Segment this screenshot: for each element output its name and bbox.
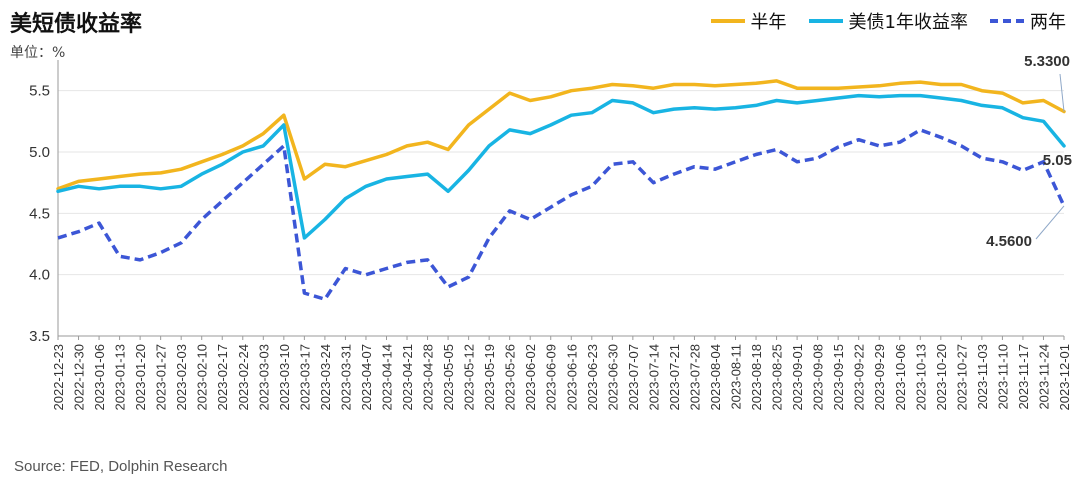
end-label-half_year: 5.3300 [1024, 53, 1070, 70]
series-lines [56, 79, 1066, 301]
x-tick-label: 2023-07-07 [626, 344, 641, 411]
legend-swatch-one-year [808, 19, 843, 23]
x-tick-label: 2023-11-17 [1016, 344, 1031, 410]
x-tick-label: 2023-10-27 [954, 344, 969, 411]
x-tick-label: 2023-08-11 [729, 344, 744, 410]
x-tick-label: 2023-03-10 [277, 344, 292, 411]
x-tick-label: 2023-04-14 [379, 344, 394, 411]
x-tick-label: 2023-03-31 [338, 344, 353, 411]
legend: 半年 美债1年收益率 两年 [710, 8, 1066, 34]
x-tick-label: 2023-08-18 [749, 344, 764, 411]
x-tick-label: 2023-11-03 [975, 344, 990, 410]
x-tick-label: 2023-06-02 [523, 344, 538, 411]
unit-label: 单位：% [10, 45, 66, 61]
y-tick-label: 4.5 [29, 205, 50, 222]
legend-item-two-year: 两年 [990, 8, 1066, 34]
x-tick-label: 2023-07-21 [667, 344, 682, 411]
y-tick-label: 5.0 [29, 144, 50, 161]
x-tick-label: 2023-06-09 [544, 344, 559, 411]
x-tick-label: 2023-04-07 [359, 344, 374, 411]
y-axis: 3.5 4.0 4.5 5.0 5.5 [29, 60, 59, 345]
x-tick-label: 2023-09-22 [852, 344, 867, 411]
legend-swatch-two-year [990, 19, 1024, 23]
x-tick-label: 2022-12-23 [51, 344, 66, 411]
x-tick-label: 2023-02-03 [174, 344, 189, 411]
series-line-one_year [56, 93, 1066, 240]
source-note: Source: FED, Dolphin Research [14, 458, 228, 475]
x-tick-label: 2023-01-13 [113, 344, 128, 411]
x-tick-label: 2023-05-12 [462, 344, 477, 411]
x-tick-label: 2023-11-24 [1036, 344, 1051, 410]
legend-swatch-half-year [710, 19, 745, 23]
x-tick-label: 2023-09-15 [831, 344, 846, 411]
chart-title: 美短债收益率 [10, 12, 143, 37]
x-tick-label: 2023-06-16 [564, 344, 579, 411]
series-line-half_year [56, 79, 1066, 191]
x-tick-label: 2023-04-28 [421, 344, 436, 411]
x-tick-label: 2023-03-17 [297, 344, 312, 411]
x-tick-label: 2023-10-06 [893, 344, 908, 411]
x-tick-label: 2023-09-29 [872, 344, 887, 411]
end-label-one_year: 5.05 [1043, 152, 1072, 169]
x-tick-label: 2023-03-24 [318, 344, 333, 411]
legend-label-one-year: 美债1年收益率 [848, 12, 968, 33]
x-tick-label: 2023-03-03 [256, 344, 271, 411]
legend-item-half-year: 半年 [710, 8, 787, 34]
y-tick-label: 5.5 [29, 83, 50, 100]
x-tick-label: 2023-08-04 [708, 344, 723, 411]
x-tick-label: 2023-06-30 [605, 344, 620, 411]
x-tick-label: 2023-12-01 [1057, 344, 1072, 411]
x-tick-label: 2023-05-05 [441, 344, 456, 411]
x-tick-label: 2023-01-20 [133, 344, 148, 411]
x-tick-label: 2023-01-27 [154, 344, 169, 411]
x-tick-label: 2023-07-14 [646, 344, 661, 411]
x-tick-label: 2023-10-13 [913, 344, 928, 411]
end-labels: 5.3300 5.05 4.5600 [986, 53, 1072, 250]
x-tick-label: 2023-10-20 [934, 344, 949, 411]
x-tick-label: 2023-02-10 [195, 344, 210, 411]
x-tick-label: 2023-02-24 [236, 344, 251, 411]
end-label-two_year: 4.5600 [986, 233, 1032, 250]
x-tick-label: 2023-04-21 [400, 344, 415, 411]
x-tick-label: 2023-05-26 [503, 344, 518, 411]
legend-item-one-year: 美债1年收益率 [808, 8, 968, 34]
x-tick-label: 2023-11-10 [995, 344, 1010, 410]
end-label-leader-half_year [1059, 73, 1065, 112]
legend-label-half-year: 半年 [750, 12, 787, 33]
x-tick-label: 2022-12-30 [72, 344, 87, 411]
x-tick-label: 2023-07-28 [687, 344, 702, 411]
x-tick-label: 2023-05-19 [482, 344, 497, 411]
x-tick-label: 2023-09-01 [790, 344, 805, 411]
y-tick-label: 3.5 [29, 328, 50, 345]
x-axis: 2022-12-23 2022-12-30 2023-01-06 2023-01-13… [51, 335, 1072, 411]
end-label-leader-two_year [1035, 205, 1065, 240]
legend-label-two-year: 两年 [1030, 12, 1066, 33]
x-tick-label: 2023-06-23 [585, 344, 600, 411]
x-tick-label: 2023-01-06 [92, 344, 107, 411]
x-tick-label: 2023-02-17 [215, 344, 230, 411]
series-line-two_year [57, 128, 1066, 301]
y-tick-label: 4.0 [29, 267, 50, 284]
x-tick-label: 2023-09-08 [811, 344, 826, 411]
x-tick-label: 2023-08-25 [770, 344, 785, 411]
